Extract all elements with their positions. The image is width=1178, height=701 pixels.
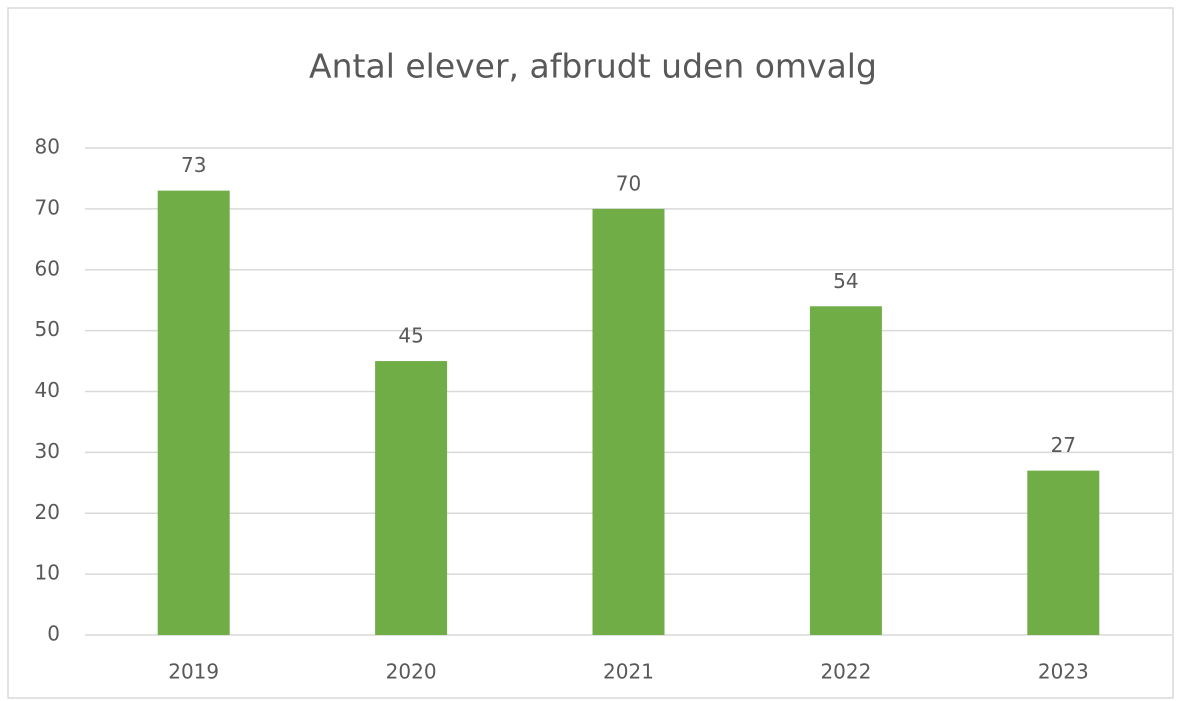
y-tick-label: 20 — [35, 500, 60, 524]
y-tick-label: 30 — [35, 439, 60, 463]
x-tick-label: 2019 — [168, 660, 219, 684]
x-tick-label: 2023 — [1038, 660, 1089, 684]
y-tick-label: 80 — [35, 135, 60, 159]
y-tick-label: 60 — [35, 256, 60, 280]
y-tick-label: 10 — [35, 561, 60, 585]
bar — [375, 361, 448, 635]
y-tick-label: 0 — [47, 622, 60, 646]
y-tick-label: 70 — [35, 195, 60, 219]
bar — [1027, 470, 1100, 635]
data-label: 73 — [181, 153, 206, 177]
y-tick-label: 50 — [35, 317, 60, 341]
data-label: 70 — [616, 171, 641, 195]
data-label: 54 — [833, 269, 858, 293]
bar — [809, 306, 882, 635]
y-tick-label: 40 — [35, 378, 60, 402]
x-tick-label: 2020 — [386, 660, 437, 684]
data-label: 45 — [398, 324, 423, 348]
chart-title: Antal elever, afbrudt uden omvalg — [309, 47, 877, 86]
x-tick-label: 2021 — [603, 660, 654, 684]
data-label: 27 — [1051, 433, 1076, 457]
bar — [157, 190, 230, 636]
x-tick-label: 2022 — [820, 660, 871, 684]
bar — [592, 208, 665, 635]
